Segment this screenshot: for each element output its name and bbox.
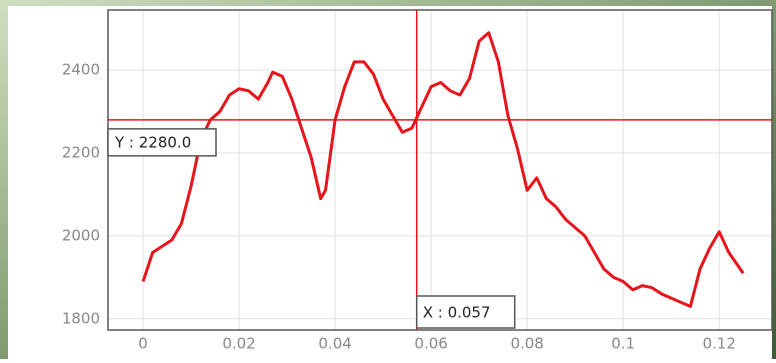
x-tick-label: 0.06 <box>414 335 447 353</box>
plot-border <box>107 9 773 331</box>
x-tick-label: 0.02 <box>222 335 255 353</box>
y-readout-box <box>107 128 217 157</box>
x-tick-label: 0 <box>138 335 148 353</box>
y-tick-label: 2400 <box>62 61 100 79</box>
y-readout: Y : 2280.0 <box>114 133 191 151</box>
x-readout-box <box>415 295 516 329</box>
line-series <box>141 31 745 308</box>
y-tick-label: 2200 <box>62 144 100 162</box>
x-tick-label: 0.1 <box>611 335 635 353</box>
x-readout: X : 0.057 <box>423 304 491 322</box>
y-tick-label: 1800 <box>62 309 100 327</box>
x-tick-label: 0.04 <box>318 335 351 353</box>
x-tick-label: 0.08 <box>510 335 543 353</box>
panel <box>8 6 772 359</box>
y-tick-label: 2000 <box>62 226 100 244</box>
x-tick-label: 0.12 <box>702 335 735 353</box>
